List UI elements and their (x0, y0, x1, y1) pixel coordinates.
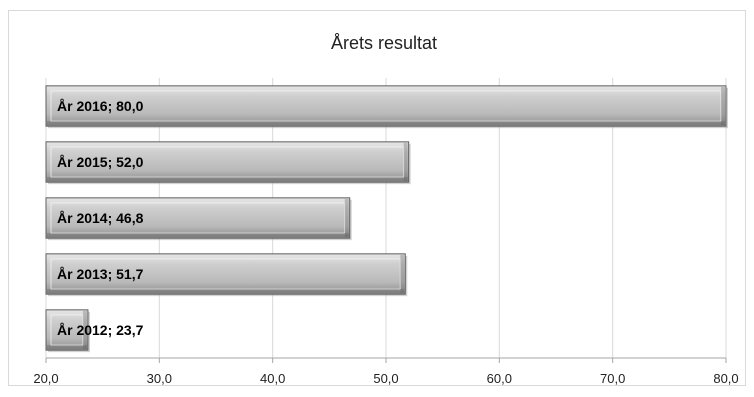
bar-bevel (50, 90, 722, 122)
bar-body (45, 197, 351, 239)
bar (45, 309, 90, 353)
bar-bevel-shade (47, 345, 87, 350)
bar-bevel (50, 314, 84, 346)
data-labels: År 2012; 23,7 År 2013; 51,7 År 2014; 46,8 Å… (57, 98, 144, 338)
bar-bevel-shade (82, 310, 87, 350)
x-tick-label: 70,0 (600, 371, 625, 386)
bar-bevel (50, 258, 401, 290)
bar-bevel (50, 202, 346, 234)
bar-bevel-shade (47, 289, 405, 294)
x-tick-label: 40,0 (260, 371, 285, 386)
bar-bevel (50, 146, 405, 178)
bar-bevel-shade (344, 198, 349, 238)
bar-bevel-shade (400, 254, 405, 294)
bar-body (45, 141, 410, 183)
bar (45, 141, 411, 185)
bar-data-label: År 2014; 46,8 (57, 210, 144, 226)
bar-data-label: År 2015; 52,0 (57, 154, 144, 170)
x-tick-label: 30,0 (147, 371, 172, 386)
x-tick-label: 50,0 (373, 371, 398, 386)
bar-body (45, 309, 89, 351)
bar-bevel-shade (47, 233, 349, 238)
bar-bevel-shade (721, 86, 725, 126)
x-axis: 20,0 30,0 40,0 50,0 60,0 70,0 80,0 (33, 357, 739, 386)
bar-body (45, 85, 727, 127)
bar-bevel-shade (403, 142, 408, 182)
bar (45, 253, 408, 297)
chart-title: Årets resultat (331, 33, 437, 53)
bar-bevel-shade (47, 121, 725, 126)
bar-body (45, 253, 406, 295)
bar (45, 197, 352, 241)
bar-data-label: År 2013; 51,7 (57, 266, 144, 282)
bar-bevel-shade (47, 177, 408, 182)
x-tick-label: 20,0 (33, 371, 58, 386)
bar-data-label: År 2016; 80,0 (57, 98, 144, 114)
x-tick-label: 60,0 (487, 371, 512, 386)
bar-data-label: År 2012; 23,7 (57, 322, 144, 338)
bar (45, 85, 728, 129)
bars (45, 85, 728, 353)
x-tick-label: 80,0 (713, 371, 738, 386)
